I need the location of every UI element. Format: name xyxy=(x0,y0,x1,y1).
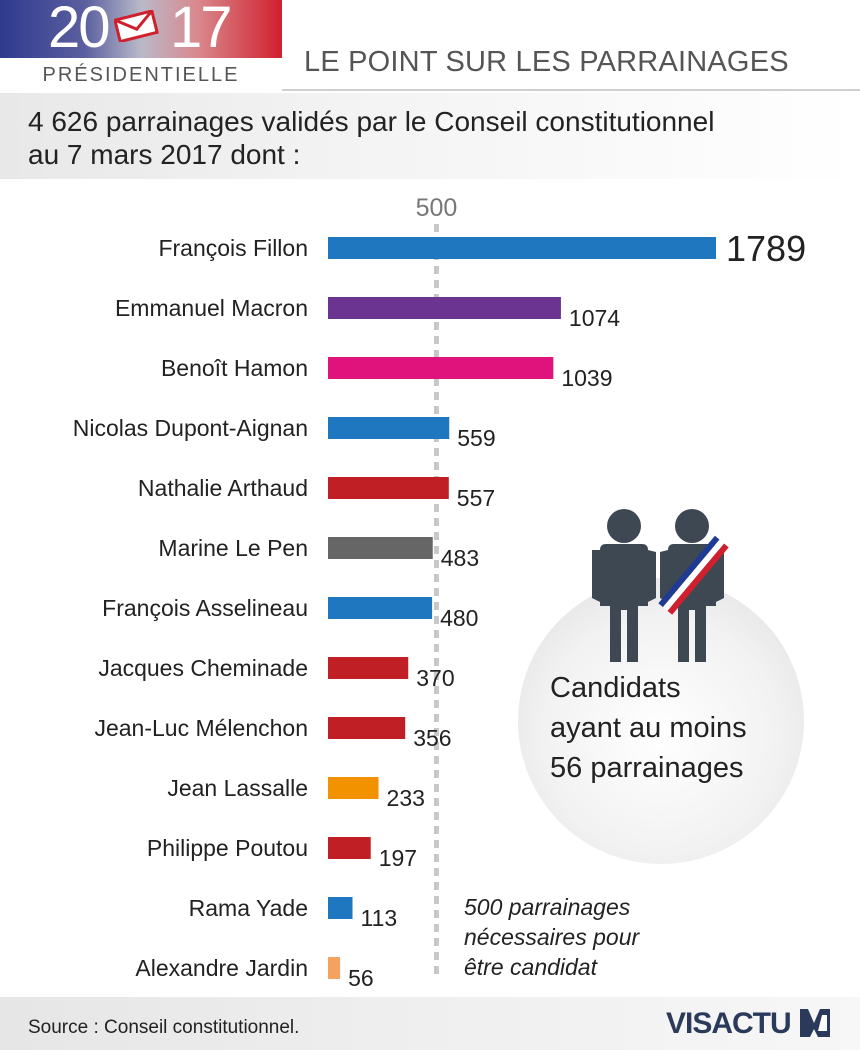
bar-value-emmanuel-macron: 1074 xyxy=(569,305,620,331)
bar-label-nathalie-arthaud: Nathalie Arthaud xyxy=(138,475,308,501)
bar-label-jean-lassalle: Jean Lassalle xyxy=(167,775,308,801)
bar-label-jean-luc-melenchon: Jean-Luc Mélenchon xyxy=(94,715,308,741)
bar-label-rama-yade: Rama Yade xyxy=(189,895,308,921)
bar-jacques-cheminade xyxy=(328,657,409,679)
envelope-icon xyxy=(114,10,159,42)
bar-nicolas-dupont-aignan xyxy=(328,417,450,439)
bar-value-nicolas-dupont-aignan: 559 xyxy=(457,425,495,451)
candidates-note-line-2: ayant au moins xyxy=(550,712,747,744)
candidates-people-icon xyxy=(592,509,729,662)
bar-value-jean-luc-melenchon: 356 xyxy=(413,725,451,751)
bar-jean-luc-melenchon xyxy=(328,717,406,739)
footer: Source : Conseil constitutionnel. VISACT… xyxy=(0,997,860,1050)
bar-nathalie-arthaud xyxy=(328,477,449,499)
brand-mark-icon xyxy=(800,1009,830,1037)
bar-label-nicolas-dupont-aignan: Nicolas Dupont-Aignan xyxy=(73,415,308,441)
bar-jean-lassalle xyxy=(328,777,379,799)
logo-subtitle: PRÉSIDENTIELLE xyxy=(0,58,282,90)
bar-label-francois-fillon: François Fillon xyxy=(158,235,308,261)
threshold-label: 500 xyxy=(416,194,458,222)
bar-francois-fillon xyxy=(328,237,716,259)
page-title: LE POINT SUR LES PARRAINAGES xyxy=(304,46,789,78)
bar-francois-asselineau xyxy=(328,597,433,619)
subtitle-band: 4 626 parrainages validés par le Conseil… xyxy=(0,93,860,179)
logo-year-right: 17 xyxy=(170,0,232,60)
threshold-note: 500 parrainages nécessaires pour être ca… xyxy=(464,892,724,982)
candidates-note-line-3: 56 parrainages xyxy=(550,752,744,784)
bar-value-marine-le-pen: 483 xyxy=(441,545,479,571)
header-divider xyxy=(282,89,860,91)
bar-emmanuel-macron xyxy=(328,297,561,319)
subtitle-line-1: 4 626 parrainages validés par le Conseil… xyxy=(28,106,715,137)
parrainages-bar-chart: 500 François Fillon 1789 Emmanuel Macron 10… xyxy=(73,194,806,991)
candidates-note: Candidats ayant au moins 56 parrainages xyxy=(550,668,820,788)
bar-rama-yade xyxy=(328,897,353,919)
threshold-note-line-2: nécessaires pour xyxy=(464,924,640,950)
bar-marine-le-pen xyxy=(328,537,433,559)
threshold-note-line-3: être candidat xyxy=(464,954,597,980)
threshold-note-line-1: 500 parrainages xyxy=(464,894,631,920)
bar-label-alexandre-jardin: Alexandre Jardin xyxy=(135,955,308,981)
brand-text-a: VIS xyxy=(665,1007,712,1040)
bar-philippe-poutou xyxy=(328,837,371,859)
bar-value-benoit-hamon: 1039 xyxy=(561,365,612,391)
bar-label-francois-asselineau: François Asselineau xyxy=(102,595,308,621)
subtitle-line-2: au 7 mars 2017 dont : xyxy=(28,139,301,170)
bars-group: François Fillon 1789 Emmanuel Macron 1074 Be… xyxy=(73,228,806,991)
candidates-note-line-1: Candidats xyxy=(550,672,681,704)
bar-value-jean-lassalle: 233 xyxy=(387,785,425,811)
brand-text-b: ACTU xyxy=(711,1007,791,1040)
chart-subtitle: 4 626 parrainages validés par le Conseil… xyxy=(28,105,828,171)
bar-value-rama-yade: 113 xyxy=(361,905,398,931)
bar-value-nathalie-arthaud: 557 xyxy=(457,485,495,511)
bar-benoit-hamon xyxy=(328,357,554,379)
bar-alexandre-jardin xyxy=(328,957,341,979)
bar-value-philippe-poutou: 197 xyxy=(379,845,417,871)
bar-label-philippe-poutou: Philippe Poutou xyxy=(147,835,308,861)
election-logo: 20 17 PRÉSIDENTIELLE xyxy=(0,0,282,90)
logo-year-left: 20 xyxy=(48,0,110,60)
bar-label-marine-le-pen: Marine Le Pen xyxy=(158,535,308,561)
bar-value-alexandre-jardin: 56 xyxy=(348,965,374,991)
bar-value-jacques-cheminade: 370 xyxy=(416,665,454,691)
bar-label-benoit-hamon: Benoît Hamon xyxy=(161,355,308,381)
visactu-logo: VISACTU xyxy=(666,1007,830,1041)
bar-label-jacques-cheminade: Jacques Cheminade xyxy=(98,655,308,681)
bar-label-emmanuel-macron: Emmanuel Macron xyxy=(115,295,308,321)
logo-year: 20 17 xyxy=(0,0,282,60)
source-text: Source : Conseil constitutionnel. xyxy=(28,1017,300,1038)
bar-value-francois-fillon: 1789 xyxy=(726,228,806,269)
bar-value-francois-asselineau: 480 xyxy=(440,605,478,631)
annotation-circle xyxy=(518,578,804,864)
